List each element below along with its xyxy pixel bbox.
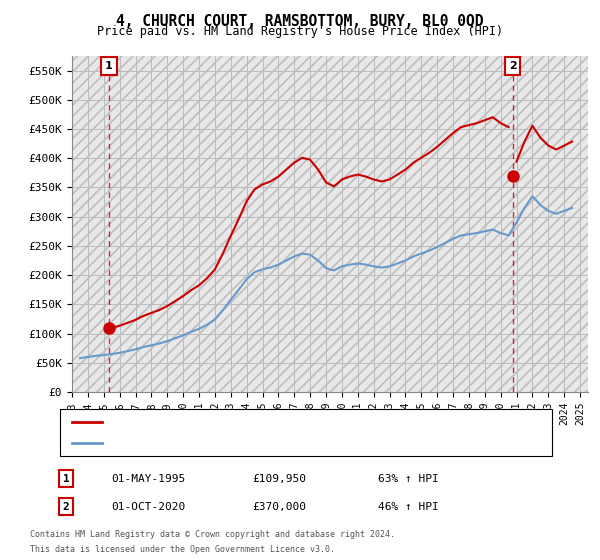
Text: £370,000: £370,000 <box>252 502 306 512</box>
Text: 63% ↑ HPI: 63% ↑ HPI <box>378 474 439 484</box>
Text: 46% ↑ HPI: 46% ↑ HPI <box>378 502 439 512</box>
Text: Contains HM Land Registry data © Crown copyright and database right 2024.: Contains HM Land Registry data © Crown c… <box>30 530 395 539</box>
Text: Price paid vs. HM Land Registry's House Price Index (HPI): Price paid vs. HM Land Registry's House … <box>97 25 503 38</box>
Text: 4, CHURCH COURT, RAMSBOTTOM, BURY, BL0 0QD (detached house): 4, CHURCH COURT, RAMSBOTTOM, BURY, BL0 0… <box>108 417 477 427</box>
Text: HPI: Average price, detached house, Rossendale: HPI: Average price, detached house, Ross… <box>108 438 395 448</box>
Text: £109,950: £109,950 <box>252 474 306 484</box>
Text: 2: 2 <box>509 61 517 71</box>
Text: This data is licensed under the Open Government Licence v3.0.: This data is licensed under the Open Gov… <box>30 545 335 554</box>
Text: 2: 2 <box>62 502 70 512</box>
Text: 4, CHURCH COURT, RAMSBOTTOM, BURY, BL0 0QD: 4, CHURCH COURT, RAMSBOTTOM, BURY, BL0 0… <box>116 14 484 29</box>
Text: 01-OCT-2020: 01-OCT-2020 <box>111 502 185 512</box>
Text: 1: 1 <box>62 474 70 484</box>
Text: 01-MAY-1995: 01-MAY-1995 <box>111 474 185 484</box>
Text: 1: 1 <box>105 61 113 71</box>
